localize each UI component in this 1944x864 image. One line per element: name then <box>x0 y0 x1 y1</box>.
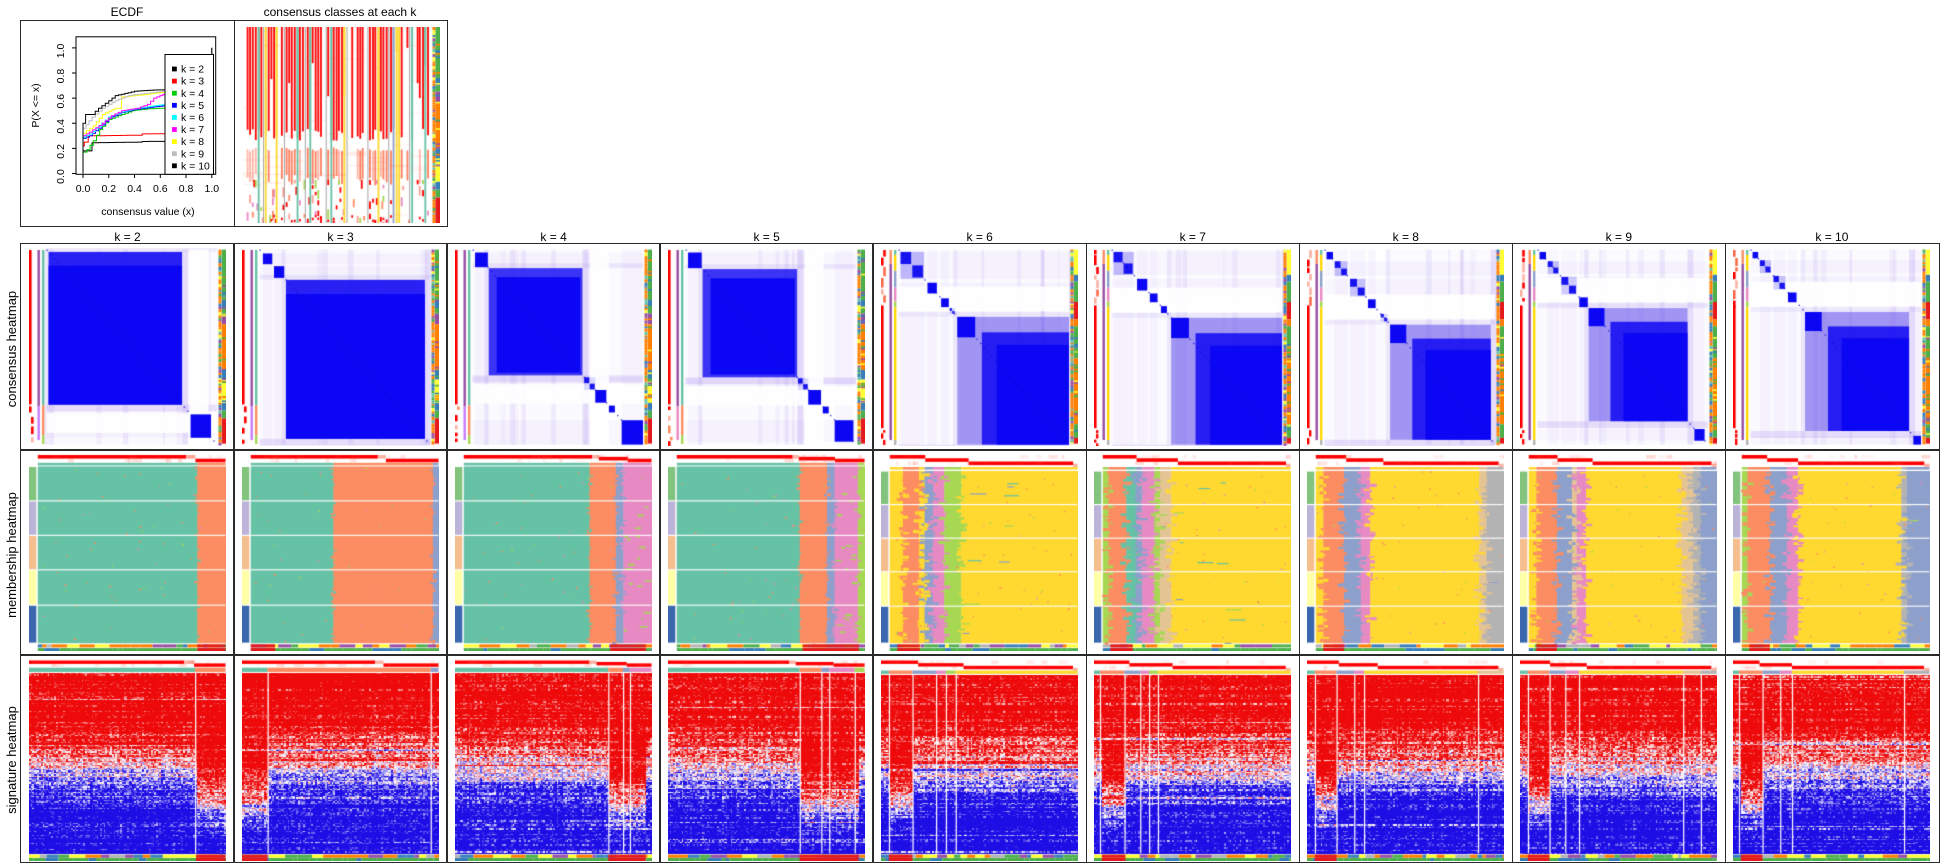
svg-text:k = 8: k = 8 <box>181 136 204 148</box>
svg-text:k = 6: k = 6 <box>181 112 204 124</box>
svg-text:0.8: 0.8 <box>179 183 194 195</box>
svg-text:0.0: 0.0 <box>76 183 91 195</box>
svg-text:consensus value (x): consensus value (x) <box>101 206 194 218</box>
svg-text:P(X <= x): P(X <= x) <box>30 83 42 127</box>
svg-text:0.0: 0.0 <box>55 169 67 184</box>
svg-text:0.2: 0.2 <box>55 143 67 158</box>
svg-text:0.4: 0.4 <box>127 183 142 195</box>
svg-text:k = 9: k = 9 <box>181 148 204 160</box>
svg-text:0.6: 0.6 <box>153 183 168 195</box>
svg-text:0.6: 0.6 <box>55 93 67 108</box>
svg-text:0.4: 0.4 <box>55 118 67 133</box>
svg-text:k = 10: k = 10 <box>181 160 210 172</box>
svg-text:0.8: 0.8 <box>55 68 67 83</box>
svg-text:1.0: 1.0 <box>204 183 219 195</box>
svg-text:1.0: 1.0 <box>55 43 67 58</box>
svg-text:k = 5: k = 5 <box>181 99 204 111</box>
svg-text:k = 7: k = 7 <box>181 124 204 136</box>
svg-text:k = 3: k = 3 <box>181 75 204 87</box>
svg-text:0.2: 0.2 <box>101 183 116 195</box>
svg-text:k = 2: k = 2 <box>181 63 204 75</box>
svg-text:k = 4: k = 4 <box>181 87 204 99</box>
